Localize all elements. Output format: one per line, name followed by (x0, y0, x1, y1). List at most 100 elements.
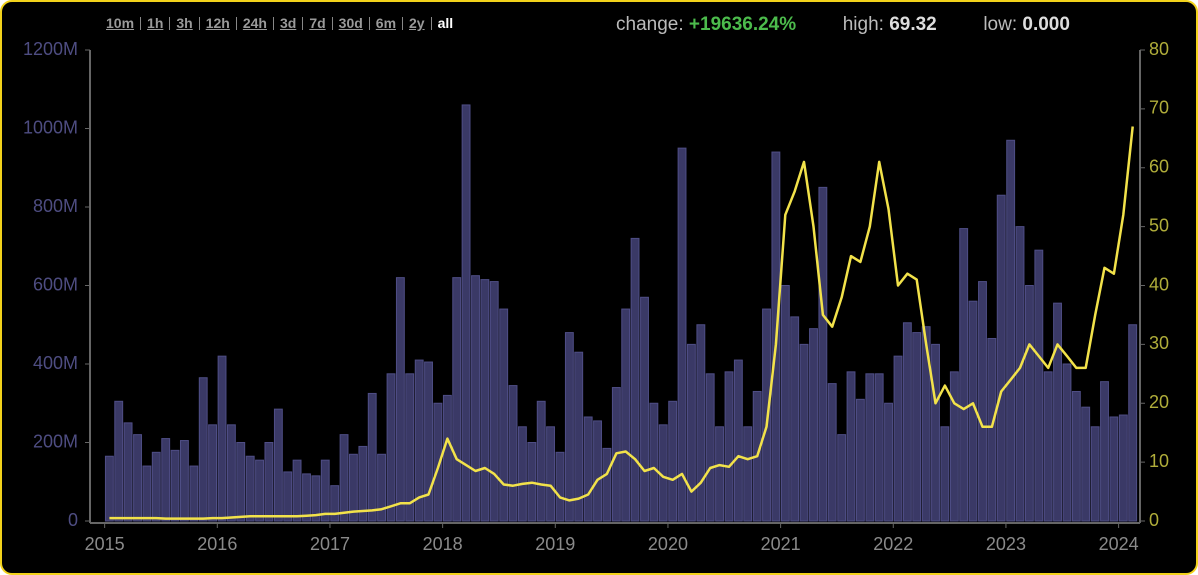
volume-bar (311, 475, 321, 522)
y-tick-label: 0 (68, 510, 78, 530)
volume-bar (302, 473, 311, 522)
volume-bar (433, 402, 443, 522)
y-tick-label: 200M (33, 431, 78, 451)
volume-bar (686, 343, 696, 522)
volume-bar (161, 438, 171, 522)
y2-tick-label: 20 (1149, 392, 1169, 412)
price-line (109, 126, 1134, 520)
low-label: low: (983, 14, 1018, 35)
volume-bar (837, 434, 847, 522)
volume-bar (1006, 139, 1016, 522)
volume-bar (1118, 414, 1128, 522)
range-link[interactable]: 2y (409, 15, 425, 31)
volume-bar (339, 434, 349, 522)
separator (302, 16, 304, 30)
volume-bar (405, 373, 415, 522)
volume-bar (621, 308, 631, 522)
change-value: +19636.24% (688, 14, 797, 35)
volume-bar (208, 424, 218, 522)
y2-tick-label: 40 (1149, 274, 1169, 294)
range-link[interactable]: 10m (106, 15, 135, 31)
range-link[interactable]: 7d (309, 15, 326, 31)
volume-bar (733, 359, 743, 522)
y2-tick-label: 30 (1149, 333, 1169, 353)
separator (272, 16, 274, 30)
volume-bar (264, 442, 274, 522)
y-tick-label: 1200M (23, 39, 78, 59)
volume-bar (630, 237, 640, 522)
volume-bar (593, 420, 602, 522)
volume-bar (743, 426, 753, 522)
volume-bar (452, 277, 462, 522)
volume-bar (386, 373, 396, 522)
y2-tick-label: 0 (1149, 510, 1159, 530)
volume-bar (1090, 426, 1100, 522)
volume-bar (649, 402, 659, 522)
range-link[interactable]: 30d (338, 15, 363, 31)
volume-bar (1034, 249, 1044, 522)
volume-bar (499, 308, 509, 522)
volume-bar (414, 359, 424, 522)
range-link[interactable]: 3d (279, 15, 297, 31)
volume-bar (1062, 363, 1072, 522)
range-link[interactable]: 24h (242, 15, 267, 31)
volume-bar (133, 434, 142, 522)
volume-bar (1100, 381, 1109, 522)
volume-bar (912, 332, 922, 522)
volume-bar (489, 281, 499, 522)
volume-bar (1109, 416, 1119, 522)
range-link[interactable]: 3h (176, 15, 193, 31)
separator (198, 16, 200, 30)
y2-tick-label: 50 (1149, 215, 1169, 235)
volume-bar (1053, 302, 1062, 522)
y2-tick-label: 10 (1149, 451, 1169, 471)
low-value: 0.000 (1022, 14, 1070, 35)
volume-bar (902, 322, 912, 522)
x-tick-label: 2018 (423, 534, 463, 554)
volume-bar (142, 465, 152, 522)
x-tick-label: 2020 (648, 534, 688, 554)
volume-bar (283, 471, 293, 522)
volume-bar (245, 455, 255, 522)
volume-bar (217, 355, 227, 522)
volume-bar (762, 308, 771, 522)
volume-bar (198, 377, 208, 522)
volume-bar (874, 373, 884, 522)
volume-bar (358, 445, 368, 522)
volume-bar (677, 147, 687, 522)
volume-bar (292, 459, 302, 522)
stats: change: +19636.24% high: 69.32 low: 0.00… (616, 14, 1070, 36)
volume-bar (996, 194, 1006, 522)
range-link[interactable]: 12h (205, 15, 230, 31)
range-link[interactable]: 6m (375, 15, 397, 31)
separator (140, 16, 142, 30)
separator (235, 16, 237, 30)
volume-bar (865, 373, 875, 522)
x-tick-label: 2022 (873, 534, 913, 554)
volume-bar (442, 394, 452, 522)
range-link[interactable]: all (437, 15, 454, 31)
range-selector: 10m 1h 3h 12h 24h 3d 7d 30d 6m 2y all (106, 15, 453, 31)
separator (331, 16, 333, 30)
range-link[interactable]: 1h (147, 15, 164, 31)
y2-tick-label: 80 (1149, 39, 1169, 59)
volume-bar (846, 371, 856, 522)
y-tick-label: 800M (33, 196, 78, 216)
volume-bar (705, 373, 715, 522)
volume-bar (1024, 285, 1034, 522)
volume-bar (236, 442, 246, 522)
volume-bar (226, 424, 236, 522)
volume-bar (461, 104, 471, 522)
volume-bar (123, 422, 133, 522)
x-tick-label: 2023 (986, 534, 1026, 554)
volume-bar (255, 459, 264, 522)
volume-bar (508, 385, 518, 522)
volume-bar (790, 316, 800, 522)
volume-bar (827, 383, 837, 522)
volume-bar (574, 351, 584, 522)
volume-bar (696, 324, 706, 522)
y-tick-label: 600M (33, 274, 78, 294)
volume-bar (583, 416, 593, 522)
volume-bar (921, 326, 931, 522)
